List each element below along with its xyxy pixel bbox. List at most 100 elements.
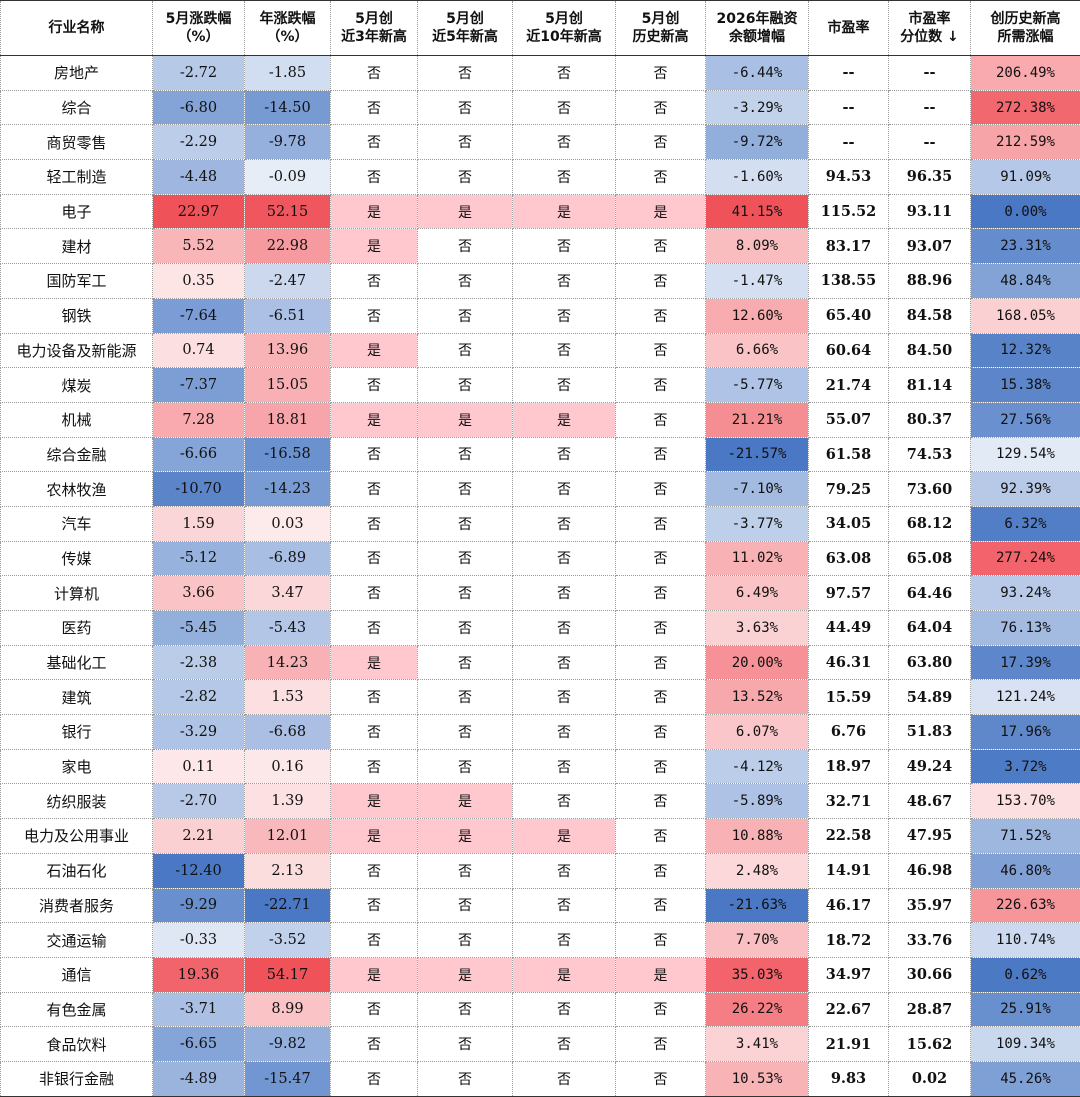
cell-may-change: 0.11 xyxy=(153,749,245,784)
cell-new-high-3y: 否 xyxy=(331,853,418,888)
cell-new-high-alltime: 否 xyxy=(616,368,706,403)
cell-new-high-10y: 否 xyxy=(513,333,616,368)
cell-new-high-3y: 否 xyxy=(331,541,418,576)
cell-new-high-alltime: 否 xyxy=(616,784,706,819)
header-3y-high[interactable]: 5月创近3年新高 xyxy=(331,1,418,56)
cell-ytd-change: 0.16 xyxy=(245,749,331,784)
cell-new-high-10y: 否 xyxy=(513,611,616,646)
cell-new-high-3y: 否 xyxy=(331,576,418,611)
cell-industry-name: 煤炭 xyxy=(1,368,153,403)
cell-pe-ratio: 83.17 xyxy=(809,229,889,264)
header-10y-high[interactable]: 5月创近10年新高 xyxy=(513,1,616,56)
cell-ytd-change: 12.01 xyxy=(245,819,331,854)
cell-margin-growth: 12.60% xyxy=(706,298,809,333)
header-pe-percentile[interactable]: 市盈率分位数 ↓ xyxy=(889,1,971,56)
cell-industry-name: 纺织服装 xyxy=(1,784,153,819)
cell-ytd-change: -14.23 xyxy=(245,472,331,507)
cell-pe-ratio: 32.71 xyxy=(809,784,889,819)
cell-industry-name: 消费者服务 xyxy=(1,888,153,923)
cell-margin-growth: 41.15% xyxy=(706,194,809,229)
cell-new-high-3y: 是 xyxy=(331,819,418,854)
cell-ytd-change: -9.78 xyxy=(245,125,331,160)
cell-pe-percentile: 48.67 xyxy=(889,784,971,819)
cell-pe-ratio: 60.64 xyxy=(809,333,889,368)
cell-new-high-alltime: 否 xyxy=(616,402,706,437)
cell-industry-name: 石油石化 xyxy=(1,853,153,888)
cell-industry-name: 商贸零售 xyxy=(1,125,153,160)
cell-industry-name: 基础化工 xyxy=(1,645,153,680)
cell-new-high-alltime: 否 xyxy=(616,749,706,784)
header-5y-high[interactable]: 5月创近5年新高 xyxy=(418,1,513,56)
cell-margin-growth: -6.44% xyxy=(706,56,809,91)
cell-pe-percentile: 35.97 xyxy=(889,888,971,923)
cell-new-high-5y: 否 xyxy=(418,264,513,299)
cell-may-change: 2.21 xyxy=(153,819,245,854)
cell-pe-ratio: 55.07 xyxy=(809,402,889,437)
cell-ytd-change: 0.03 xyxy=(245,506,331,541)
cell-industry-name: 家电 xyxy=(1,749,153,784)
cell-new-high-alltime: 否 xyxy=(616,125,706,160)
cell-needed-gain: 17.96% xyxy=(971,715,1080,750)
cell-new-high-alltime: 否 xyxy=(616,1027,706,1062)
cell-ytd-change: -6.51 xyxy=(245,298,331,333)
cell-pe-ratio: 6.76 xyxy=(809,715,889,750)
cell-new-high-5y: 否 xyxy=(418,298,513,333)
cell-new-high-10y: 否 xyxy=(513,368,616,403)
cell-may-change: 0.35 xyxy=(153,264,245,299)
cell-new-high-3y: 否 xyxy=(331,715,418,750)
cell-pe-ratio: 115.52 xyxy=(809,194,889,229)
cell-needed-gain: 76.13% xyxy=(971,611,1080,646)
cell-margin-growth: -3.29% xyxy=(706,90,809,125)
cell-pe-percentile: 73.60 xyxy=(889,472,971,507)
cell-pe-percentile: 96.35 xyxy=(889,160,971,195)
header-margin-growth[interactable]: 2026年融资余额增幅 xyxy=(706,1,809,56)
cell-margin-growth: 26.22% xyxy=(706,992,809,1027)
cell-pe-ratio: 44.49 xyxy=(809,611,889,646)
cell-ytd-change: 13.96 xyxy=(245,333,331,368)
cell-new-high-5y: 否 xyxy=(418,125,513,160)
cell-new-high-10y: 是 xyxy=(513,194,616,229)
cell-ytd-change: -5.43 xyxy=(245,611,331,646)
header-alltime-high[interactable]: 5月创历史新高 xyxy=(616,1,706,56)
cell-new-high-3y: 是 xyxy=(331,784,418,819)
cell-new-high-alltime: 否 xyxy=(616,715,706,750)
header-pe[interactable]: 市盈率 xyxy=(809,1,889,56)
cell-new-high-alltime: 否 xyxy=(616,888,706,923)
cell-needed-gain: 71.52% xyxy=(971,819,1080,854)
cell-may-change: -7.64 xyxy=(153,298,245,333)
cell-may-change: 19.36 xyxy=(153,957,245,992)
cell-new-high-5y: 否 xyxy=(418,1061,513,1096)
cell-margin-growth: 20.00% xyxy=(706,645,809,680)
cell-industry-name: 银行 xyxy=(1,715,153,750)
cell-new-high-10y: 否 xyxy=(513,1027,616,1062)
cell-new-high-5y: 是 xyxy=(418,819,513,854)
cell-new-high-3y: 否 xyxy=(331,437,418,472)
header-needed-gain[interactable]: 创历史新高所需涨幅 xyxy=(971,1,1080,56)
cell-ytd-change: 2.13 xyxy=(245,853,331,888)
cell-industry-name: 汽车 xyxy=(1,506,153,541)
cell-needed-gain: 129.54% xyxy=(971,437,1080,472)
cell-new-high-alltime: 否 xyxy=(616,576,706,611)
cell-margin-growth: 7.70% xyxy=(706,923,809,958)
cell-new-high-10y: 否 xyxy=(513,90,616,125)
header-industry-name[interactable]: 行业名称 xyxy=(1,1,153,56)
cell-new-high-3y: 否 xyxy=(331,56,418,91)
cell-new-high-5y: 否 xyxy=(418,472,513,507)
cell-ytd-change: -6.89 xyxy=(245,541,331,576)
cell-industry-name: 轻工制造 xyxy=(1,160,153,195)
header-ytd-change[interactable]: 年涨跌幅（%） xyxy=(245,1,331,56)
cell-margin-growth: 3.41% xyxy=(706,1027,809,1062)
header-may-change[interactable]: 5月涨跌幅（%） xyxy=(153,1,245,56)
cell-new-high-alltime: 否 xyxy=(616,333,706,368)
cell-may-change: -5.12 xyxy=(153,541,245,576)
